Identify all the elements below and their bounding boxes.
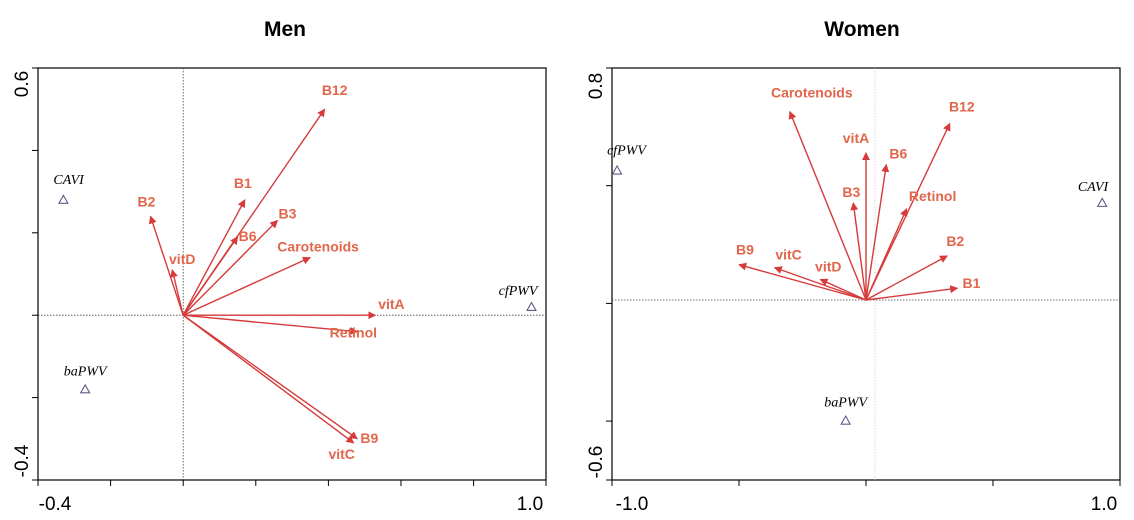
vector-label-b12: B12 — [322, 82, 348, 98]
vector-arrow-vitd — [170, 269, 184, 316]
vector-label-retinol: Retinol — [909, 188, 956, 204]
sample-point-label-cavi: CAVI — [53, 173, 85, 188]
vector-arrow-carotenoids — [182, 256, 311, 316]
vector-label-b1: B1 — [234, 175, 252, 191]
vector-label-b9: B9 — [736, 242, 754, 258]
ticks-women — [606, 67, 1121, 486]
vector-arrow-b2 — [865, 255, 948, 301]
vector-arrow-b1 — [182, 199, 246, 316]
vector-arrow-b12 — [865, 122, 951, 301]
vector-label-b2: B2 — [138, 193, 156, 209]
vector-arrow-vitc — [182, 314, 355, 444]
panel-men: Men -0.4 1.0 0.6 -0.4 B12 B1 B3 B6 B2 vitD Car… — [12, 18, 547, 515]
vector-label-b3: B3 — [279, 205, 297, 221]
x-tick-label-max-women: 1.0 — [1091, 494, 1117, 515]
sample-point-bapwv — [79, 383, 91, 394]
vector-arrow-b1 — [865, 285, 959, 301]
vector-arrow-b6 — [182, 236, 239, 316]
sample-point-cavi — [1096, 197, 1108, 207]
sample-point-label-cfpwv: cfPWV — [499, 284, 539, 299]
vectors-women: Carotenoids B12 vitA B6 B3 Retinol B2 B1 B9 vitC v… — [736, 85, 981, 301]
vector-label-b12: B12 — [949, 98, 975, 114]
vector-label-b3: B3 — [842, 184, 860, 200]
sample-point-label-bapwv: baPWV — [824, 396, 868, 411]
points-women: cfPWV CAVI baPWV — [607, 144, 1110, 425]
vector-label-vitd: vitD — [169, 251, 195, 267]
vector-label-b6: B6 — [239, 228, 257, 244]
x-tick-label-min-men: -0.4 — [39, 494, 72, 515]
vector-label-retinol: Retinol — [330, 325, 377, 341]
y-tick-label-min-women: -0.6 — [586, 446, 607, 479]
vector-label-b2: B2 — [946, 233, 964, 249]
sample-point-label-cavi: CAVI — [1078, 180, 1110, 195]
vector-arrow-vitd — [819, 278, 867, 301]
panel-women: Women -1.0 1.0 0.8 -0.6 Carotenoids B12 vi… — [586, 18, 1121, 515]
vector-label-vitd: vitD — [815, 258, 841, 274]
vector-label-vita: vitA — [843, 130, 869, 146]
ticks-men — [32, 67, 547, 486]
vector-arrow-b3 — [182, 219, 279, 316]
vector-label-vitc: vitC — [775, 247, 801, 263]
vector-arrow-retinol — [865, 208, 908, 301]
sample-point-bapwv — [840, 415, 852, 425]
vector-label-b6: B6 — [889, 146, 907, 162]
vector-arrow-b3 — [850, 202, 867, 301]
y-tick-label-max-men: 0.6 — [12, 71, 33, 97]
vector-arrow-retinol — [183, 314, 359, 335]
vector-label-vitc: vitC — [328, 446, 354, 462]
y-tick-label-max-women: 0.8 — [586, 73, 607, 99]
x-tick-label-max-men: 1.0 — [517, 494, 543, 515]
points-men: CAVI cfPWV baPWV — [53, 173, 539, 394]
vector-arrow-b2 — [148, 215, 184, 316]
vector-label-vita: vitA — [378, 296, 404, 312]
plot-frame-men — [37, 67, 547, 481]
vector-label-carotenoids: Carotenoids — [277, 239, 359, 255]
y-tick-label-min-men: -0.4 — [12, 444, 33, 477]
vector-arrow-b9 — [738, 262, 867, 301]
sample-point-cfpwv — [526, 301, 537, 312]
vector-arrow-b9 — [182, 314, 358, 440]
vector-label-b1: B1 — [962, 275, 980, 291]
sample-point-label-cfpwv: cfPWV — [607, 144, 647, 159]
vector-arrow-carotenoids — [788, 110, 867, 301]
panel-title-women: Women — [824, 18, 899, 41]
sample-point-label-bapwv: baPWV — [64, 364, 108, 379]
x-tick-label-min-women: -1.0 — [616, 494, 649, 515]
sample-point-cavi — [57, 194, 69, 204]
vector-arrow-b6 — [865, 163, 890, 301]
panel-title-men: Men — [264, 18, 306, 41]
vector-label-b9: B9 — [360, 430, 378, 446]
vector-label-carotenoids: Carotenoids — [771, 85, 853, 101]
sample-point-cfpwv — [611, 164, 623, 175]
